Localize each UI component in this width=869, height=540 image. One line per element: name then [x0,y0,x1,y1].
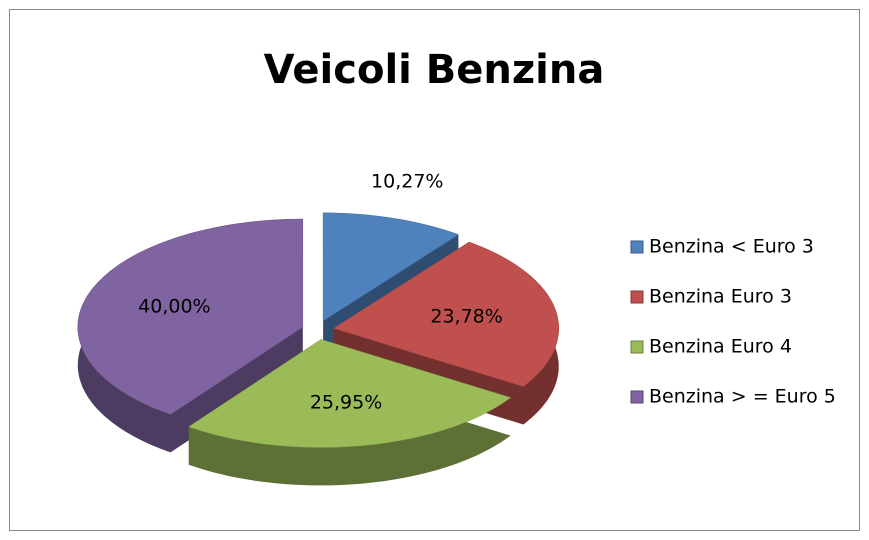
data-label: 25,95% [310,392,382,414]
legend-swatch [630,240,644,254]
chart-title: Veicoli Benzina [264,47,605,93]
legend-label: Benzina < Euro 3 [649,236,814,258]
legend-label: Benzina > = Euro 5 [649,386,836,408]
slice [322,212,459,322]
slice [188,339,512,448]
legend-label: Benzina Euro 3 [649,286,792,308]
data-label: 23,78% [430,305,502,327]
data-label: 10,27% [371,171,443,193]
slice [77,218,304,415]
legend-swatch [630,340,644,354]
data-label: 40,00% [138,296,210,318]
legend-label: Benzina Euro 4 [649,336,792,358]
slice [333,241,559,387]
legend-swatch [630,290,644,304]
legend-swatch [630,390,644,404]
